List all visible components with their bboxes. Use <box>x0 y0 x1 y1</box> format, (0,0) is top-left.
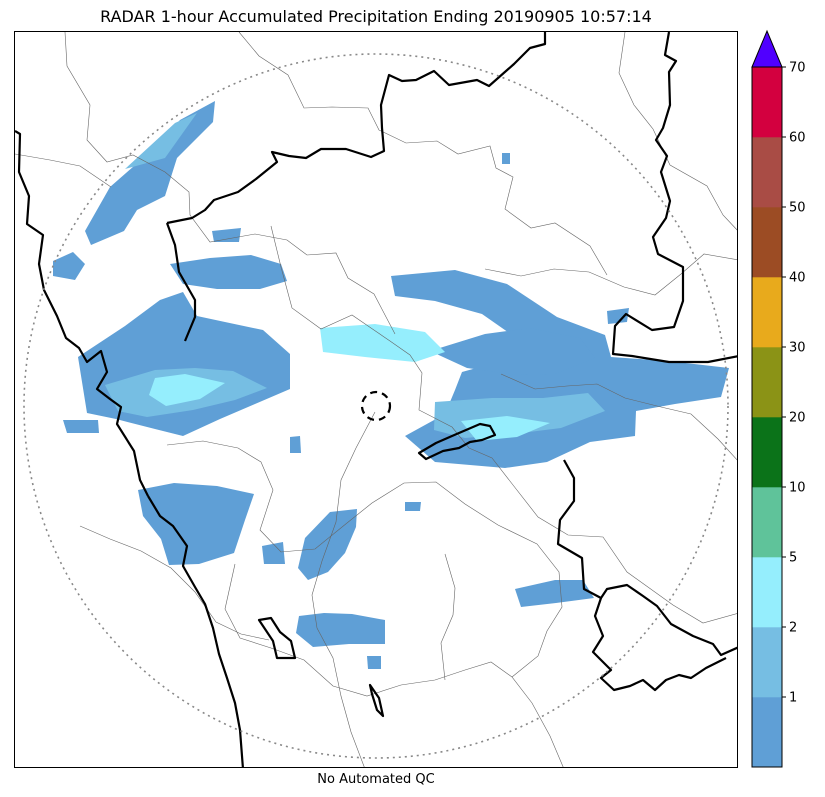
district-boundary-10 <box>79 525 270 641</box>
colorbar-segment <box>752 347 782 418</box>
precip-area-east-small <box>607 308 629 324</box>
district-boundary-5 <box>224 563 564 767</box>
radar-map <box>15 32 737 767</box>
state-border-central-enclave <box>417 422 497 461</box>
radar-center-marker <box>360 390 392 422</box>
colorbar-tick-label: 50 <box>789 201 806 216</box>
colorbar: 1 2 5 10 20 30 40 50 60 70 <box>751 29 806 768</box>
colorbar-tick-label: 2 <box>789 621 797 636</box>
precip-area-east-speck <box>502 153 510 164</box>
state-border-south-inland-2 <box>368 683 385 718</box>
district-boundary-8 <box>484 253 737 296</box>
colorbar-segment <box>752 137 782 208</box>
colorbar-tick-label: 1 <box>789 691 797 706</box>
district-boundary-11 <box>15 153 112 188</box>
precip-area-central-speck <box>290 436 301 453</box>
colorbar-segment <box>752 207 782 278</box>
colorbar-segments <box>752 67 782 768</box>
colorbar-tick-label: 20 <box>789 411 806 426</box>
precip-area-west-upper <box>170 255 287 289</box>
figure-title: RADAR 1-hour Accumulated Precipitation E… <box>100 7 652 26</box>
colorbar-segment <box>752 277 782 348</box>
precip-area-west-central-3 <box>149 374 225 406</box>
precip-area-cyan-strip <box>320 324 445 362</box>
precip-area-northwest <box>85 101 215 245</box>
district-boundary-3 <box>270 225 737 624</box>
district-boundary-12 <box>440 553 456 681</box>
state-borders <box>15 32 737 767</box>
state-border-north-central <box>165 222 197 342</box>
precip-area-central-east <box>430 328 595 375</box>
state-border-north-arc <box>166 32 547 225</box>
qc-note: No Automated QC <box>317 772 435 787</box>
colorbar-segment <box>752 417 782 488</box>
state-border-west-north <box>15 130 149 497</box>
precip-area-west-small <box>53 252 85 280</box>
state-border-east-south <box>556 459 737 657</box>
colorbar-segment <box>752 487 782 558</box>
precip-area-east-main-3 <box>461 416 550 441</box>
radar-range-ring <box>23 53 729 759</box>
boundary-lines <box>15 32 737 767</box>
colorbar-segment <box>752 627 782 698</box>
colorbar-tick-label: 40 <box>789 271 806 286</box>
state-border-west-south <box>147 495 244 767</box>
precip-area-west-small-3 <box>63 420 99 433</box>
colorbar-tick-label: 5 <box>789 551 797 566</box>
colorbar-ticks: 1 2 5 10 20 30 40 50 60 70 <box>782 61 806 706</box>
district-boundary-2 <box>238 32 608 276</box>
colorbar-segment <box>752 67 782 138</box>
precip-area-northwest-2 <box>125 113 197 169</box>
colorbar-segment <box>752 697 782 768</box>
colorbar-tick-label: 60 <box>789 131 806 146</box>
colorbar-tick-label: 70 <box>789 61 806 76</box>
district-boundary-4 <box>166 440 563 678</box>
precip-area-west-small-2 <box>212 228 241 242</box>
colorbar-tick-label: 10 <box>789 481 806 496</box>
map-panel <box>14 31 738 768</box>
district-boundary-9 <box>500 373 737 461</box>
precip-area-south-east <box>515 580 594 607</box>
precip-area-south-small <box>367 656 381 669</box>
precip-area-south-speck <box>405 502 421 511</box>
precip-area-south-central-2 <box>296 613 385 647</box>
precip-area-south-speck-2 <box>262 542 285 564</box>
state-border-south-inland <box>257 616 297 660</box>
district-boundary-1 <box>64 32 396 335</box>
state-border-east-south-2 <box>591 597 727 692</box>
colorbar-outline <box>751 66 783 768</box>
precip-area-south-west <box>138 483 254 565</box>
district-boundary-6 <box>311 411 376 767</box>
colorbar-extend-triangle <box>751 29 783 68</box>
state-border-east-north <box>611 32 737 364</box>
colorbar-segment <box>752 557 782 628</box>
colorbar-tick-label: 30 <box>789 341 806 356</box>
